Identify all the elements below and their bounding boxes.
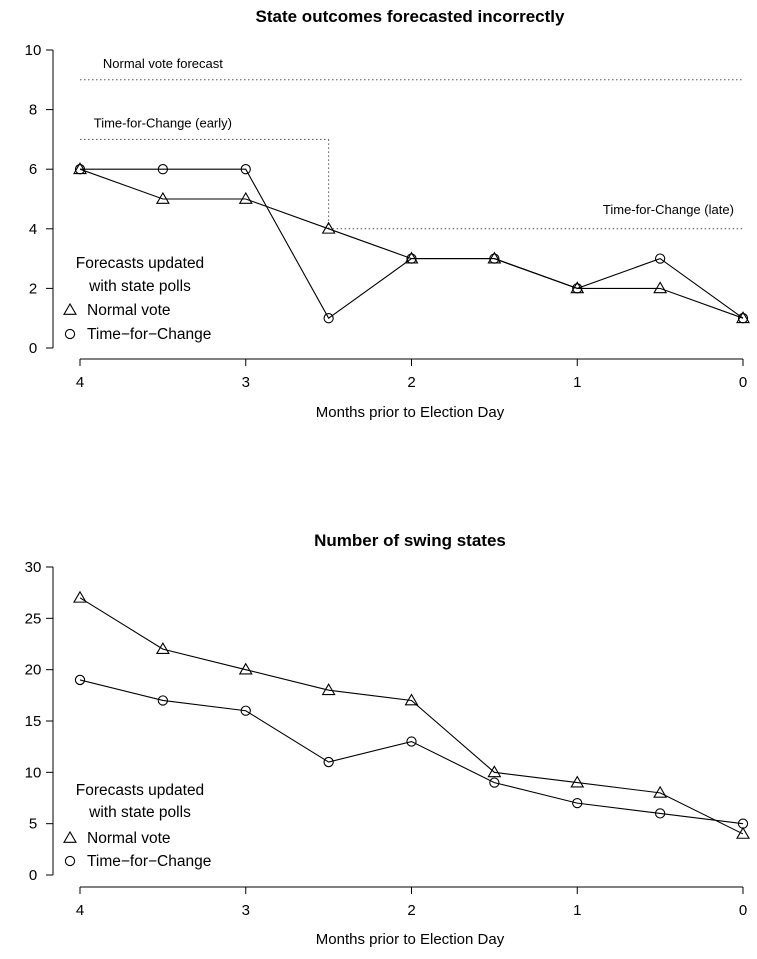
data-point-circle [572, 797, 583, 809]
x-axis: 4 3 2 1 0 [76, 358, 747, 391]
y-tick-label: 30 [25, 559, 42, 576]
y-axis: 0 2 4 6 8 10 [25, 42, 54, 357]
series-points-normal-vote [73, 162, 750, 324]
data-point-circle [406, 253, 417, 264]
data-point-circle [74, 164, 86, 175]
x-axis: 4 3 2 1 0 [76, 886, 747, 919]
x-tick-label: 0 [739, 374, 747, 391]
legend-title: Forecasts updated [76, 255, 204, 272]
legend-circle-icon [64, 855, 76, 867]
data-point-circle [240, 705, 251, 716]
data-point-circle [323, 756, 334, 768]
legend-title: Forecasts updated [76, 782, 204, 799]
y-tick-label: 2 [29, 280, 37, 297]
legend-circle-icon [64, 328, 76, 340]
data-point-triangle [155, 642, 170, 655]
series-points-time-for-change [74, 164, 749, 324]
data-point-circle [240, 164, 251, 175]
y-axis: 0 5 10 15 20 25 30 [25, 559, 54, 884]
legend-title: with state polls [88, 278, 191, 295]
y-tick-label: 5 [29, 816, 37, 833]
reference-line: Time-for-Change (early) [80, 115, 330, 229]
reference-line-label: Time-for-Change (late) [603, 202, 734, 217]
data-point-triangle [653, 785, 668, 798]
y-tick-label: 15 [25, 713, 42, 730]
chart-panel-1: State outcomes forecasted incorrectly024… [25, 7, 750, 421]
y-tick-label: 20 [25, 662, 42, 679]
series-points-time-for-change [74, 674, 749, 829]
legend-label: Normal vote [87, 302, 171, 319]
x-tick-label: 2 [407, 902, 415, 919]
series-line-normal-vote [79, 168, 744, 319]
x-tick-label: 0 [739, 902, 747, 919]
legend-title: with state polls [88, 804, 191, 821]
x-tick-label: 1 [573, 374, 581, 391]
data-point-circle [406, 736, 417, 747]
chart-title: Number of swing states [314, 531, 506, 550]
series-line-time-for-change [80, 168, 744, 320]
y-tick-label: 10 [25, 42, 42, 59]
data-point-triangle [238, 191, 253, 204]
x-tick-label: 1 [573, 902, 581, 919]
y-tick-label: 0 [29, 867, 37, 884]
data-point-circle [323, 313, 334, 324]
data-point-triangle [404, 693, 419, 706]
x-axis-label: Months prior to Election Day [316, 931, 505, 948]
data-point-circle [157, 695, 169, 706]
reference-line-label: Time-for-Change (early) [94, 115, 232, 130]
x-tick-label: 4 [76, 374, 84, 391]
data-point-circle [74, 674, 86, 686]
x-tick-label: 2 [407, 374, 415, 391]
data-point-triangle [570, 775, 585, 788]
data-point-triangle [736, 826, 750, 839]
legend-label: Normal vote [87, 830, 171, 847]
legend-triangle-icon [63, 830, 77, 843]
data-point-triangle [73, 590, 87, 603]
legend-label: Time−for−Change [87, 853, 211, 870]
y-tick-label: 10 [25, 764, 42, 781]
data-point-triangle [238, 662, 253, 675]
legend: Forecasts updated with state polls Normal … [63, 255, 211, 343]
series-line-time-for-change [79, 679, 744, 825]
x-tick-label: 3 [242, 902, 250, 919]
chart-title: State outcomes forecasted incorrectly [256, 7, 565, 26]
reference-line-label: Normal vote forecast [103, 56, 223, 71]
data-point-circle [737, 313, 749, 324]
x-tick-label: 4 [76, 902, 84, 919]
series-points-normal-vote [73, 590, 750, 839]
y-tick-label: 8 [29, 102, 37, 119]
y-tick-label: 4 [29, 221, 37, 238]
legend-triangle-icon [63, 302, 77, 315]
reference-line: Time-for-Change (late) [328, 202, 743, 230]
legend-label: Time−for−Change [87, 326, 211, 343]
data-point-circle [157, 164, 169, 175]
data-point-circle [654, 253, 666, 264]
data-point-triangle [155, 191, 170, 204]
data-point-circle [654, 808, 666, 819]
y-tick-label: 6 [29, 161, 37, 178]
data-point-circle [489, 777, 500, 788]
y-tick-label: 0 [29, 340, 37, 357]
series-line-normal-vote [79, 597, 744, 835]
x-tick-label: 3 [242, 374, 250, 391]
data-point-circle [737, 818, 749, 829]
legend: Forecasts updated with state polls Normal … [63, 782, 211, 870]
data-point-triangle [653, 281, 668, 294]
data-point-circle [489, 253, 500, 264]
data-point-triangle [487, 765, 502, 778]
data-point-triangle [321, 683, 336, 696]
y-tick-label: 25 [25, 610, 42, 627]
x-axis-label: Months prior to Election Day [316, 404, 505, 421]
reference-line: Normal vote forecast [80, 56, 743, 81]
data-point-triangle [321, 221, 336, 234]
data-point-circle [572, 283, 583, 294]
